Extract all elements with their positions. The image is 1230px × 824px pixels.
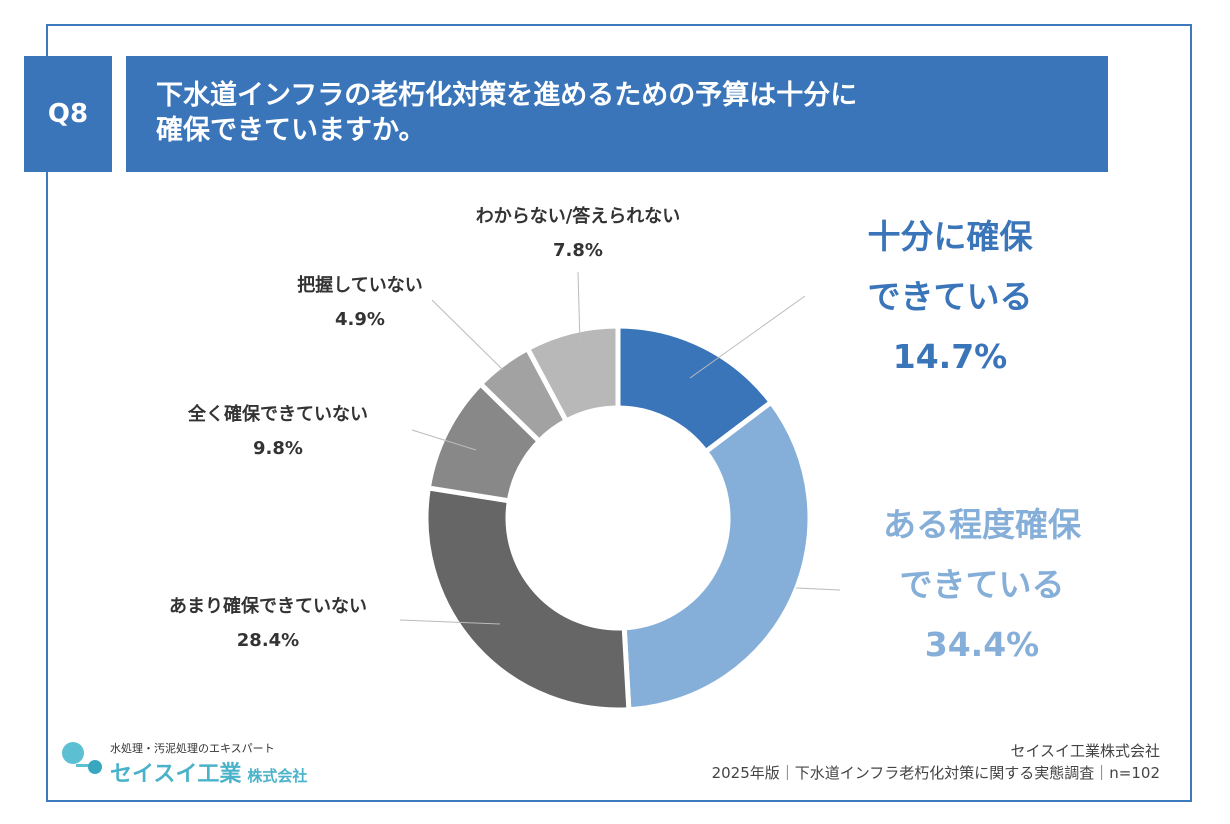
slice-value-6: 7.8% (553, 240, 603, 261)
logo-dot-icon (88, 760, 102, 774)
slice-value-4: 9.8% (253, 438, 303, 459)
slice-value-1: 14.7% (893, 337, 1008, 376)
card-frame (46, 24, 1192, 802)
footer-survey: 2025年版｜下水道インフラ老朽化対策に関する実態調査｜n=102 (711, 764, 1160, 782)
question-title-line-1: 下水道インフラの老朽化対策を進めるための予算は十分に (156, 80, 858, 111)
leader-line-5 (431, 299, 504, 371)
slice-label-5: 把握していない (297, 274, 422, 296)
slice-value-2: 34.4% (925, 625, 1040, 664)
slice-label-2: ある程度確保 (883, 505, 1082, 544)
slice-label-1: 十分に確保 (868, 217, 1034, 256)
logo-tagline: 水処理・汚泥処理のエキスパート (110, 742, 275, 755)
footer: セイスイ工業株式会社 2025年版｜下水道インフラ老朽化対策に関する実態調査｜n… (712, 740, 1160, 784)
donut-slice-2 (621, 398, 813, 713)
donut-slice-6 (524, 323, 621, 425)
leader-line-4 (411, 429, 477, 451)
logo-link-icon (76, 764, 96, 767)
logo-circle-icon (62, 742, 84, 764)
slice-value-5: 4.9% (335, 309, 385, 330)
leader-line-1 (689, 295, 806, 379)
question-title-bar: 下水道インフラの老朽化対策を進めるための予算は十分に 確保できていますか。 (126, 56, 1108, 172)
footer-company: セイスイ工業株式会社 (1010, 742, 1160, 760)
slice-value-3: 28.4% (237, 630, 299, 651)
leader-line-6 (577, 271, 581, 345)
slice-label-1: できている (868, 277, 1033, 316)
logo-company-name: セイスイ工業 (110, 762, 242, 787)
slice-label-3: あまり確保できていない (169, 595, 367, 617)
slice-label-2: できている (900, 565, 1065, 604)
leader-line-2 (795, 587, 841, 591)
donut-slice-3 (423, 485, 632, 713)
slice-label-4: 全く確保できていない (187, 403, 368, 425)
logo-company-suffix: 株式会社 (247, 767, 308, 785)
logo-name: セイスイ工業 株式会社 (110, 756, 307, 788)
leader-line-3 (399, 619, 501, 625)
question-title-line-2: 確保できていますか。 (156, 115, 426, 146)
slice-label-6: わからない/答えられない (476, 205, 681, 227)
question-number: Q8 (24, 56, 112, 172)
